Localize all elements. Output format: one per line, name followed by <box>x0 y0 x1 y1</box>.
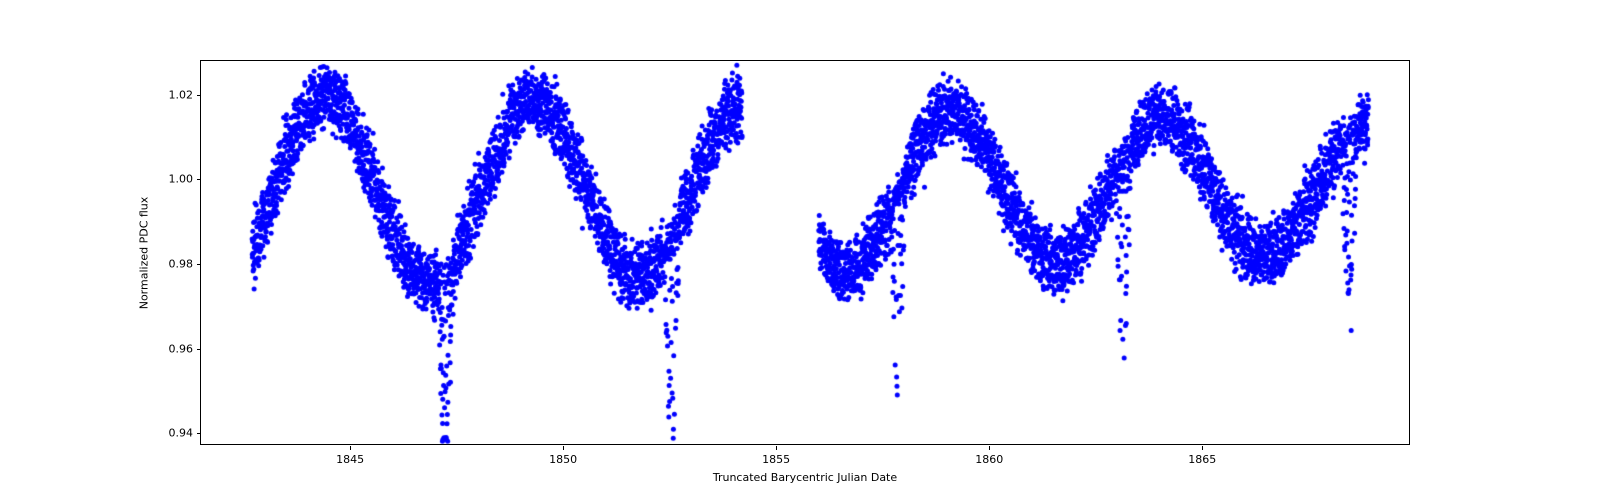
tick <box>197 179 201 180</box>
tick <box>350 446 351 450</box>
tick <box>197 349 201 350</box>
tick-label: 0.94 <box>169 427 194 440</box>
tick <box>197 95 201 96</box>
tick-label: 1865 <box>1188 453 1216 466</box>
tick <box>197 433 201 434</box>
tick <box>1202 446 1203 450</box>
tick-label: 1845 <box>336 453 364 466</box>
plot-axes: 184518501855186018650.940.960.981.001.02 <box>200 60 1410 445</box>
tick-label: 0.98 <box>169 258 194 271</box>
scatter-series <box>201 61 1411 446</box>
tick <box>989 446 990 450</box>
tick-label: 1860 <box>975 453 1003 466</box>
tick-label: 1.00 <box>169 173 194 186</box>
figure: 184518501855186018650.940.960.981.001.02… <box>0 0 1600 500</box>
y-axis-label: Normalized PDC flux <box>138 196 151 309</box>
tick-label: 1855 <box>762 453 790 466</box>
tick-label: 1850 <box>549 453 577 466</box>
x-axis-label: Truncated Barycentric Julian Date <box>713 471 897 484</box>
tick <box>197 264 201 265</box>
tick-label: 0.96 <box>169 342 194 355</box>
tick <box>776 446 777 450</box>
tick-label: 1.02 <box>169 88 194 101</box>
tick <box>563 446 564 450</box>
